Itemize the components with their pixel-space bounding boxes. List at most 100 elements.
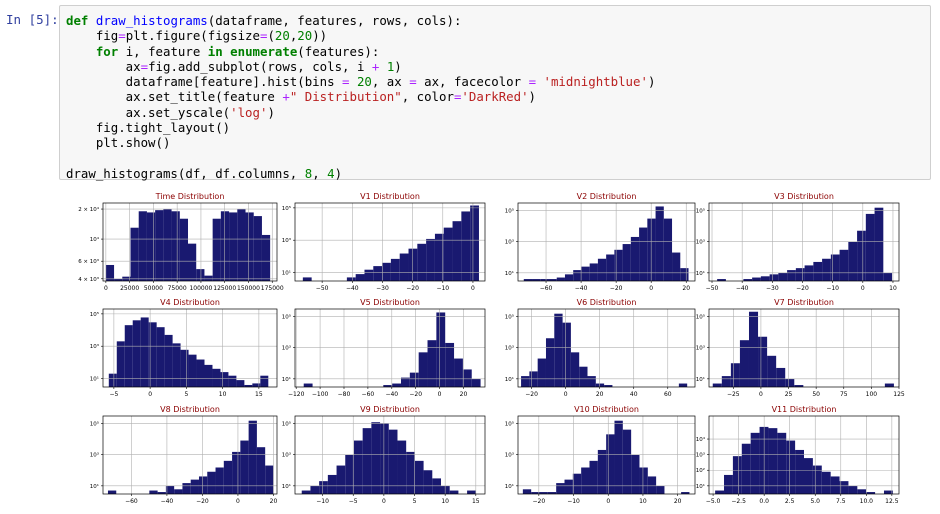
x-tick-label: 0 [606,498,610,505]
histogram-bar [830,476,840,494]
histogram-bar [572,473,582,494]
histogram-bar [857,489,867,494]
x-tick-label: 10 [441,498,449,505]
histogram-bar [471,378,481,387]
histogram-bar [436,312,446,387]
code-line: ax.set_yscale('log') [66,104,275,120]
histogram-bar [529,371,538,387]
chart-title: V5 Distribution [360,298,420,307]
histogram-bar [399,253,409,281]
x-tick-label: 0 [438,391,442,398]
histogram-bar [327,474,337,494]
histogram-bar [614,249,623,281]
histogram-bar [804,458,813,494]
histogram-bar [229,212,238,281]
histogram-panel: V9 Distribution −10 −5 0 5 10 15 10⁵ 10³ 10¹ [282,405,486,505]
histogram-bar [776,367,786,387]
code-editor[interactable]: def draw_histograms(dataframe, features,… [60,6,930,188]
y-tick-label: 10¹ [505,270,514,277]
axes-frame [708,415,900,495]
histogram-panel: V5 Distribution −120 −100 −80 −60 −40 −20 0 20 10… [282,298,486,398]
histogram-bar [712,383,722,387]
x-tick-label: 0 [382,498,386,505]
histogram-bar [521,376,530,387]
y-tick-label: 10³ [505,239,514,246]
histogram-bar [449,490,459,494]
histogram-bar [467,490,476,494]
histogram-panel: V10 Distribution −20 −10 0 10 20 10⁵ 10³ 10¹ [505,405,696,505]
histogram-bar [647,476,657,494]
histogram-bar [655,206,664,281]
histogram-bar [256,447,266,494]
code-cell[interactable]: def draw_histograms(dataframe, features,… [59,5,931,181]
x-tick-label: −60 [125,498,138,505]
x-tick-label: 50000 [144,285,163,292]
x-tick-label: 10 [219,391,227,398]
histogram-bar [750,432,760,494]
x-tick-label: −30 [766,285,779,292]
histogram-bar [540,279,549,281]
histogram-bar [848,485,858,494]
histogram-bar [364,269,374,281]
histogram-bar [409,372,419,387]
code-line: for i, feature in enumerate(features): [95,43,380,59]
histogram-bar [408,248,418,281]
histogram-bar [426,238,435,281]
histogram-bar [244,384,253,387]
histogram-bar [622,244,631,281]
histogram-bar [346,277,356,281]
code-line: def draw_histograms(dataframe, features,… [66,13,462,28]
x-tick-label: −2.5 [731,498,746,505]
histogram-bar [597,449,607,494]
x-tick-label: −20 [610,285,623,292]
histogram-bar [301,490,311,494]
histogram-bar [570,352,580,387]
histogram-bar [717,279,726,281]
x-tick-label: −120 [288,391,305,398]
x-tick-label: −10 [436,285,449,292]
x-tick-label: 20 [270,498,278,505]
histogram-bar [149,490,158,494]
histogram-bar [406,451,415,494]
histogram-bar [260,375,269,387]
histogram-bar [310,485,320,494]
x-tick-label: −25 [727,391,740,398]
histogram-bar [443,227,453,281]
histogram-bar [523,279,533,281]
histogram-bar [547,492,557,494]
x-tick-label: 125 [893,391,905,398]
axes-frame [294,202,486,282]
histogram-bar [454,358,463,387]
y-tick-label: 10¹ [282,270,291,277]
y-tick-label: 10³ [90,452,99,459]
histogram-bar [373,266,383,281]
histogram-bar [240,440,249,494]
histogram-bar [579,366,588,387]
histogram-bar [597,258,607,281]
y-tick-label: 10¹ [696,376,705,383]
histogram-bar [752,277,761,281]
y-tick-label: 10¹ [505,376,514,383]
y-tick-label: 6 × 10³ [78,258,99,265]
histogram-bar [236,380,245,387]
x-tick-label: 25000 [120,285,139,292]
histogram-bar [830,254,840,281]
x-tick-label: 2.5 [785,498,795,505]
histogram-bar [630,236,640,281]
axes-frame [517,202,696,282]
histogram-panel: V8 Distribution −60 −40 −20 0 20 10⁵ 10³ 10¹ [90,405,278,505]
x-tick-label: 0 [148,391,152,398]
histogram-bar [130,227,139,281]
histogram-bar [114,278,123,281]
histogram-bar [445,342,455,387]
y-tick-label: 10⁵ [696,313,705,320]
histogram-bar [132,320,141,387]
histogram-bar [777,432,787,494]
x-tick-label: −5 [109,391,118,398]
y-tick-label: 10⁵ [505,313,514,320]
histogram-bar [778,272,788,281]
histogram-bar [787,270,796,281]
histogram-bar [556,483,565,494]
y-tick-label: 10⁵ [282,205,291,212]
y-tick-label: 10⁵ [282,313,291,320]
